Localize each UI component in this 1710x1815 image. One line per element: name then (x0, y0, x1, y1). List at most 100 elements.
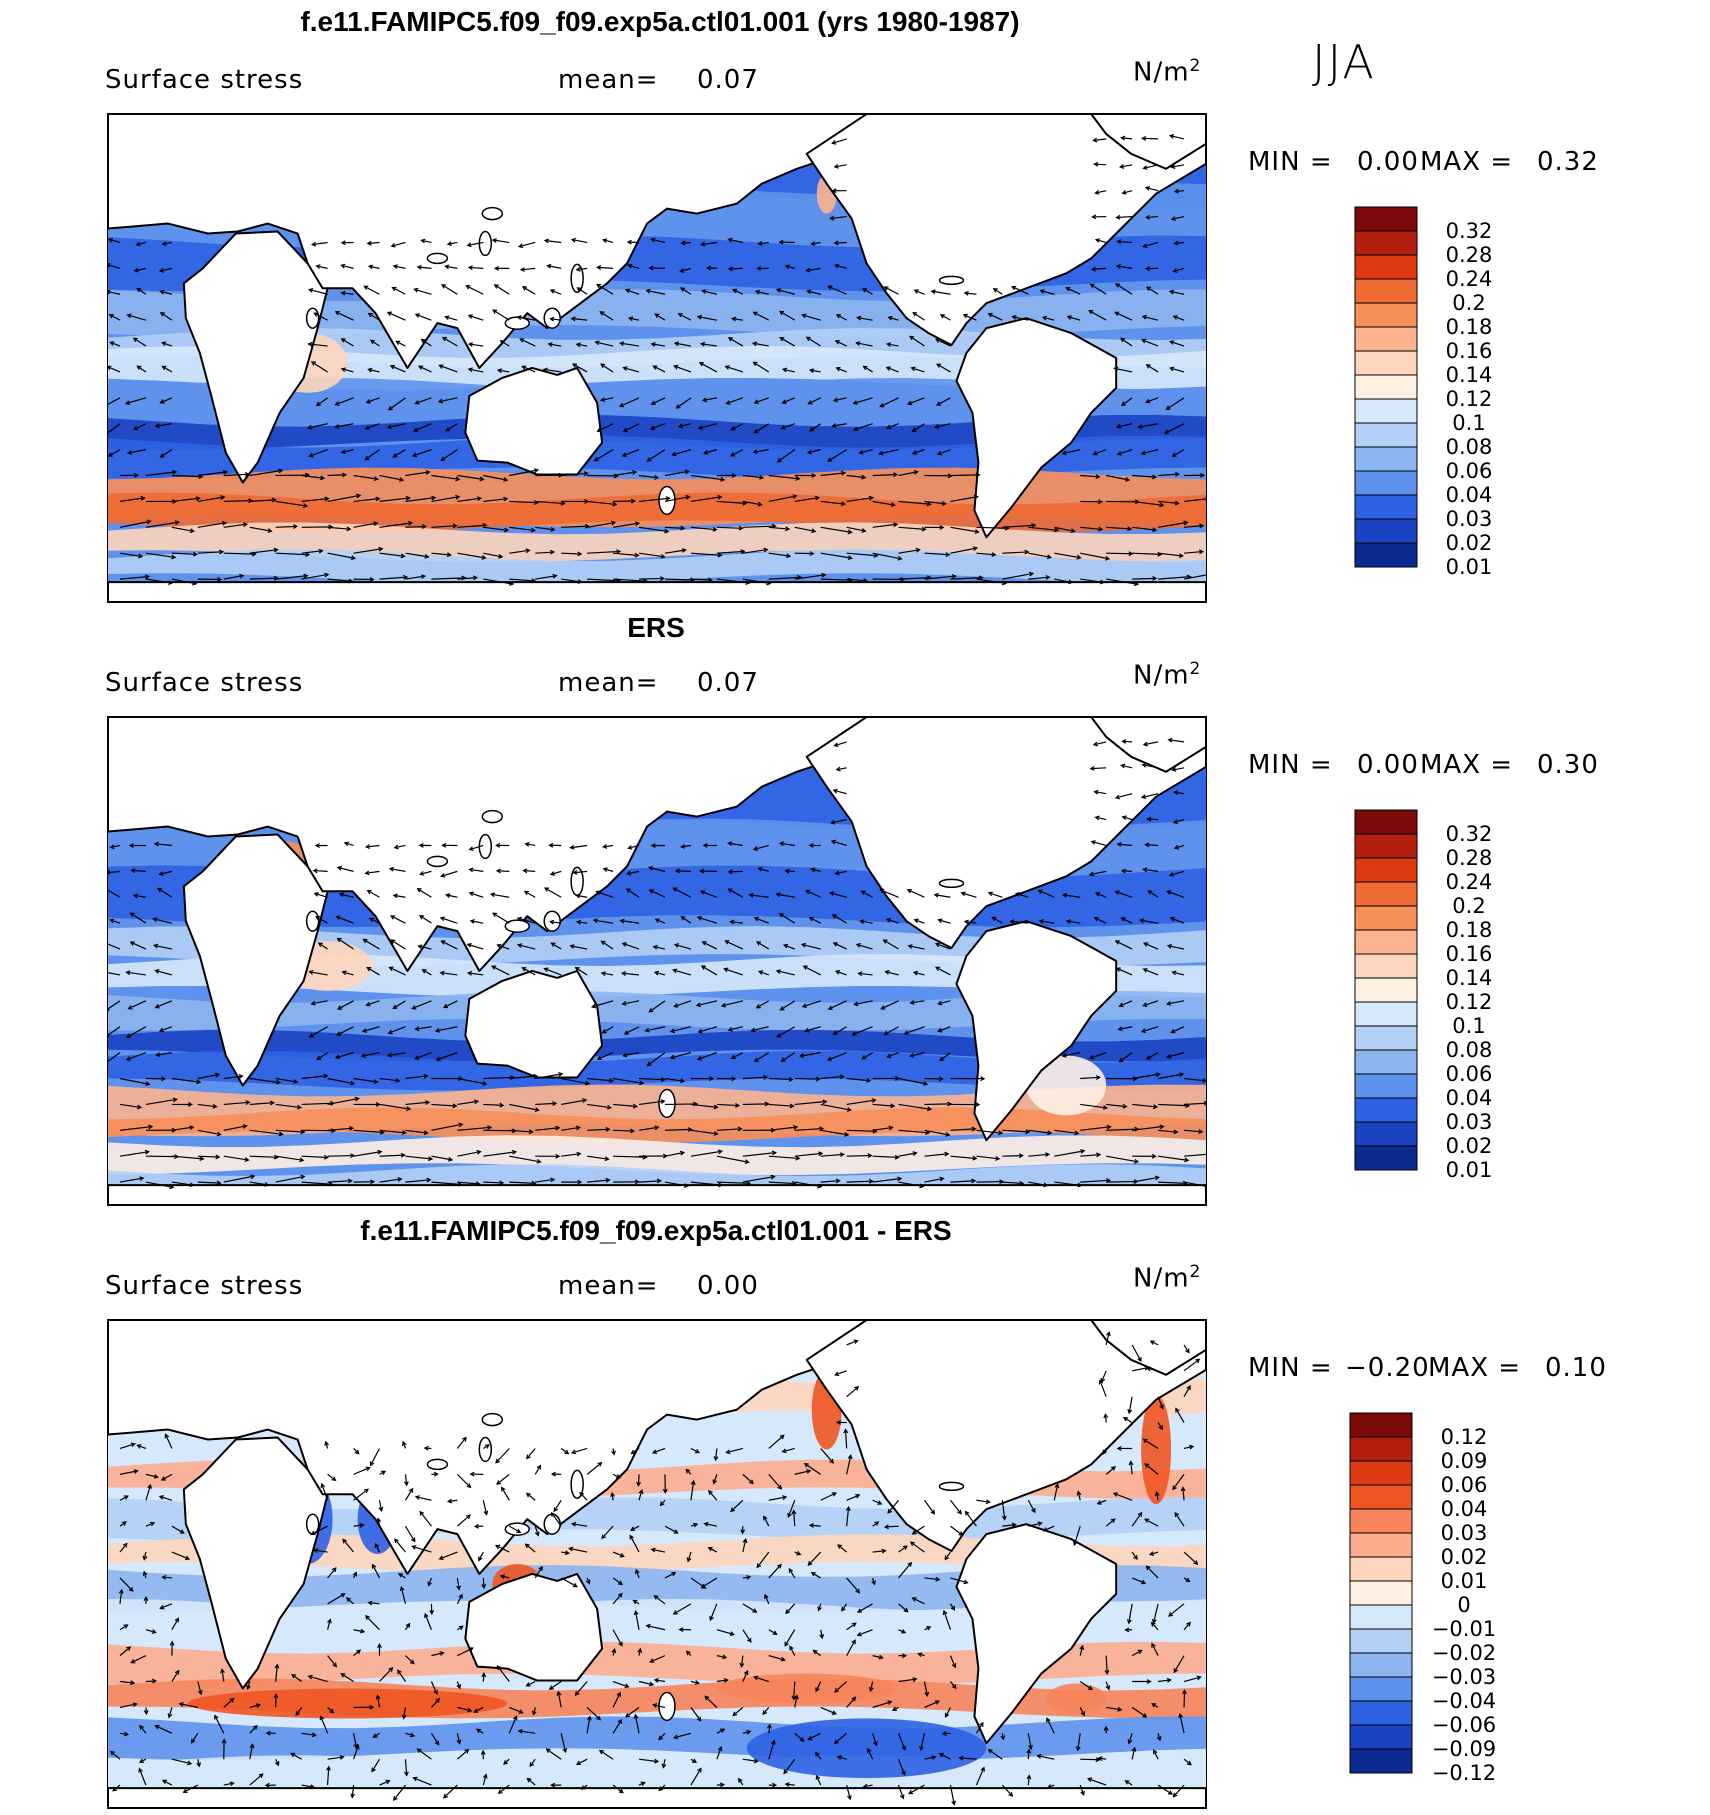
stress-vector-arrow (1112, 1492, 1133, 1501)
stress-vector-arrow (730, 1052, 744, 1060)
colorbar-swatch (1354, 1049, 1418, 1075)
stress-vector-arrow (379, 1129, 407, 1136)
stress-vector-arrow (794, 1550, 802, 1556)
stress-vector-arrow (1054, 526, 1076, 534)
stress-vector-arrow (171, 1181, 195, 1188)
stress-vector-arrow (353, 1628, 366, 1634)
stress-vector-arrow (340, 449, 354, 455)
panel-2-max-label: MAX = (1420, 750, 1514, 780)
stress-vector-arrow (809, 423, 822, 432)
stress-vector-arrow (1093, 789, 1107, 795)
stress-vector-arrow (1120, 135, 1133, 141)
stress-vector-arrow (611, 1648, 617, 1656)
stress-vector-arrow (223, 573, 245, 580)
stress-vector-arrow (785, 1603, 796, 1615)
stress-vector-arrow (561, 1151, 582, 1157)
stress-vector-arrow (987, 312, 1003, 321)
stress-vector-arrow (145, 1076, 167, 1082)
field-contour-band (108, 549, 1206, 586)
island-outline (938, 878, 965, 889)
stress-vector-arrow (768, 526, 791, 532)
stress-vector-arrow (1181, 1689, 1187, 1708)
stress-vector-arrow (534, 1525, 540, 1537)
stress-vector-arrow (908, 335, 925, 347)
panel-2-stress-vectors (108, 737, 1206, 1190)
stress-vector-arrow (678, 1627, 691, 1633)
stress-vector-arrow (647, 865, 666, 872)
stress-vector-arrow (630, 1447, 640, 1455)
stress-vector-arrow (1140, 1026, 1159, 1034)
stress-vector-arrow (1002, 549, 1030, 555)
stress-vector-arrow (1090, 266, 1107, 272)
stress-vector-arrow (1172, 315, 1185, 321)
stress-vector-arrow (392, 264, 406, 270)
stress-vector-arrow (941, 1731, 951, 1736)
stress-vector-arrow (1183, 549, 1205, 555)
stress-vector-arrow (1080, 474, 1101, 480)
stress-vector-arrow (327, 1655, 338, 1668)
stress-vector-arrow (197, 549, 225, 555)
stress-vector-arrow (306, 423, 328, 430)
stress-vector-arrow (372, 1732, 380, 1738)
colorbar-tick-label: −0.03 (1432, 1665, 1496, 1689)
field-contour-patch (1026, 1055, 1107, 1116)
stress-vector-arrow (535, 1177, 556, 1183)
stress-vector-arrow (368, 917, 380, 924)
stress-vector-arrow (727, 237, 743, 244)
stress-vector-arrow (366, 966, 380, 976)
stress-vector-arrow (703, 1521, 718, 1527)
stress-vector-arrow (950, 546, 978, 554)
stress-vector-arrow (492, 912, 510, 924)
stress-vector-arrow (1183, 1358, 1201, 1372)
stress-vector-arrow (833, 741, 847, 748)
stress-vector-arrow (560, 1577, 578, 1588)
stress-vector-arrow (742, 1669, 749, 1682)
stress-vector-arrow (919, 1733, 926, 1752)
stress-vector-arrow (593, 449, 614, 462)
stress-vector-arrow (898, 469, 919, 477)
stress-vector-arrow (891, 1706, 899, 1711)
stress-vector-arrow (1132, 1175, 1161, 1183)
stress-vector-arrow (872, 1654, 884, 1660)
island-outline (481, 1412, 504, 1427)
stress-vector-arrow (126, 313, 147, 321)
stress-vector-arrow (872, 522, 899, 528)
stress-vector-arrow (804, 1026, 821, 1033)
stress-vector-arrow (353, 1649, 362, 1657)
stress-vector-arrow (366, 890, 380, 898)
stress-vector-arrow (509, 526, 537, 533)
stress-vector-arrow (353, 546, 384, 554)
stress-vector-arrow (336, 937, 354, 950)
colorbar-swatch (1349, 1484, 1413, 1510)
stress-vector-arrow (1131, 1344, 1142, 1363)
stress-vector-arrow (832, 397, 847, 403)
stress-vector-arrow (327, 552, 357, 561)
stress-vector-arrow (336, 1026, 354, 1036)
stress-vector-arrow (752, 311, 770, 321)
stress-vector-arrow (846, 1077, 872, 1083)
stress-vector-arrow (776, 1026, 796, 1038)
stress-vector-arrow (815, 1681, 822, 1693)
stress-vector-arrow (159, 312, 173, 321)
stress-vector-arrow (161, 241, 172, 246)
panel-2-title: ERS (627, 612, 685, 643)
stress-vector-arrow (820, 1492, 837, 1501)
stress-vector-arrow (664, 1181, 690, 1188)
stress-vector-arrow (223, 1124, 248, 1131)
stress-vector-arrow (275, 552, 311, 558)
stress-vector-arrow (806, 449, 821, 455)
stress-vector-arrow (1141, 762, 1159, 769)
stress-vector-arrow (379, 474, 405, 482)
stress-vector-arrow (535, 1101, 558, 1106)
stress-vector-arrow (846, 1153, 873, 1159)
stress-vector-arrow (440, 449, 458, 462)
stress-vector-arrow (456, 1514, 471, 1527)
colorbar-tick-label: 0.03 (1441, 1521, 1488, 1545)
stress-vector-arrow (794, 1099, 828, 1106)
stress-vector-arrow (367, 1600, 380, 1606)
stress-vector-arrow (612, 1473, 621, 1479)
stress-vector-arrow (810, 867, 821, 873)
stress-vector-arrow (758, 970, 770, 976)
stress-vector-arrow (898, 1103, 933, 1112)
stress-vector-arrow (1147, 890, 1159, 898)
